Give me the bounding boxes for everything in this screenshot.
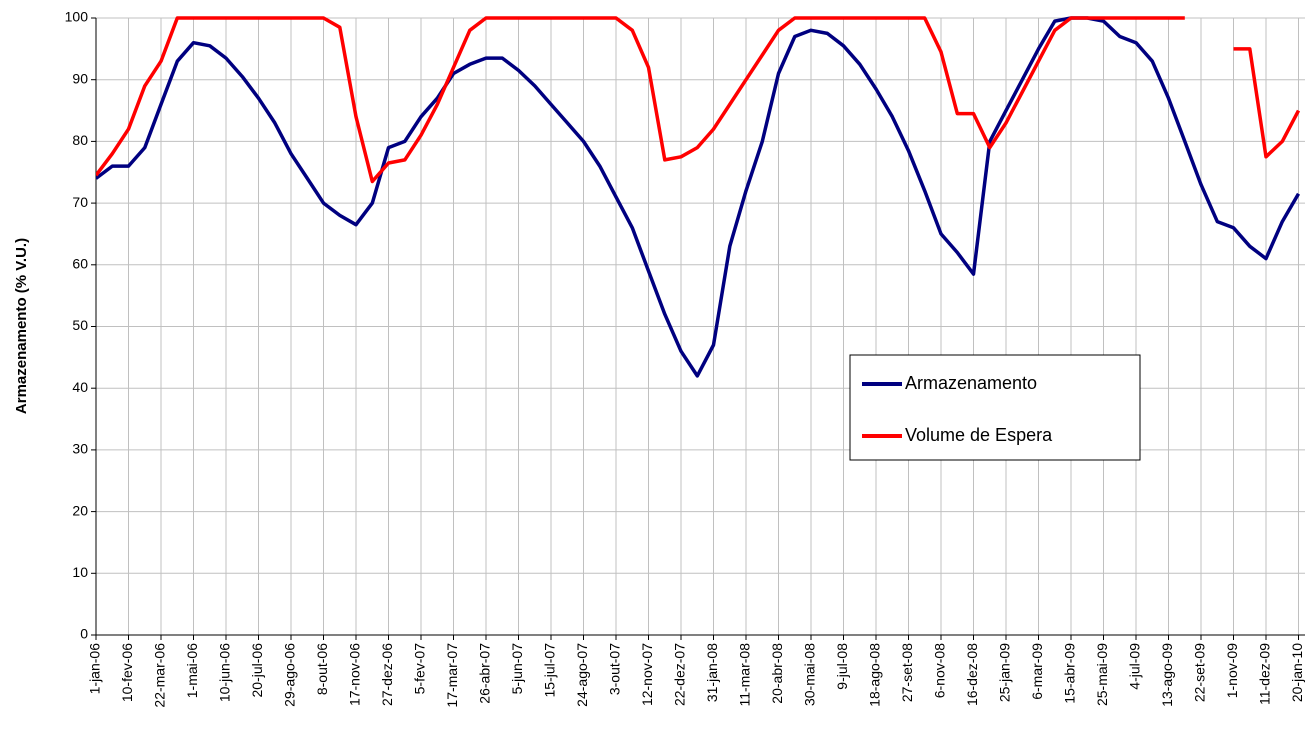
x-tick-label: 27-set-08 xyxy=(899,643,915,702)
legend-label: Volume de Espera xyxy=(905,425,1053,445)
x-tick-label: 6-nov-08 xyxy=(932,643,948,698)
legend-box xyxy=(849,354,1141,461)
x-tick-label: 11-mar-08 xyxy=(737,643,753,707)
x-tick-label: 27-dez-06 xyxy=(379,643,395,706)
y-tick-label: 80 xyxy=(72,132,88,148)
series-line xyxy=(96,16,1301,184)
x-tick-label: 20-abr-08 xyxy=(769,643,785,704)
y-axis-title: Armazenamento (% V.U.) xyxy=(13,238,30,414)
x-tick-label: 29-ago-06 xyxy=(282,643,298,707)
x-tick-label: 10-jun-06 xyxy=(217,643,233,702)
x-tick-label: 10-fev-06 xyxy=(119,643,135,702)
x-tick-label: 24-ago-07 xyxy=(574,643,590,707)
x-tick-label: 8-out-06 xyxy=(314,643,330,695)
x-tick-label: 15-abr-09 xyxy=(1062,643,1078,704)
x-tick-label: 11-dez-09 xyxy=(1257,643,1273,705)
x-tick-label: 22-set-09 xyxy=(1192,643,1208,702)
x-tick-label: 16-dez-08 xyxy=(964,643,980,706)
x-tick-label: 6-mar-09 xyxy=(1029,643,1045,700)
x-tick-label: 4-jul-09 xyxy=(1127,643,1143,690)
series-line xyxy=(96,16,1301,378)
x-tick-label: 1-jan-06 xyxy=(87,643,103,695)
x-tick-label: 26-abr-07 xyxy=(477,643,493,704)
y-tick-label: 100 xyxy=(65,9,89,25)
y-tick-label: 50 xyxy=(72,317,88,333)
x-tick-label: 9-jul-08 xyxy=(834,643,850,690)
x-tick-label: 1-mai-06 xyxy=(184,643,200,698)
x-tick-label: 5-fev-07 xyxy=(412,643,428,695)
x-tick-label: 17-nov-06 xyxy=(347,643,363,706)
x-tick-label: 1-nov-09 xyxy=(1224,643,1240,698)
x-tick-label: 22-mar-06 xyxy=(152,643,168,708)
x-tick-label: 3-out-07 xyxy=(607,643,623,695)
y-tick-label: 20 xyxy=(72,502,88,518)
x-tick-label: 13-ago-09 xyxy=(1159,643,1175,707)
y-tick-label: 0 xyxy=(80,626,88,642)
x-tick-label: 5-jun-07 xyxy=(509,643,525,695)
x-tick-label: 25-mai-09 xyxy=(1094,643,1110,706)
x-tick-label: 18-ago-08 xyxy=(867,643,883,707)
x-tick-label: 22-dez-07 xyxy=(672,643,688,706)
x-tick-label: 20-jan-10 xyxy=(1289,643,1305,702)
x-tick-label: 20-jul-06 xyxy=(249,643,265,698)
x-tick-label: 30-mai-08 xyxy=(802,643,818,706)
y-tick-label: 40 xyxy=(72,379,88,395)
y-tick-label: 30 xyxy=(72,441,88,457)
x-tick-label: 31-jan-08 xyxy=(704,643,720,702)
x-tick-label: 15-jul-07 xyxy=(542,643,558,698)
y-tick-label: 70 xyxy=(72,194,88,210)
x-tick-label: 25-jan-09 xyxy=(997,643,1013,702)
x-tick-label: 17-mar-07 xyxy=(444,643,460,708)
y-tick-label: 90 xyxy=(72,70,88,86)
y-tick-label: 60 xyxy=(72,256,88,272)
legend-label: Armazenamento xyxy=(905,373,1037,393)
x-tick-label: 12-nov-07 xyxy=(639,643,655,706)
y-tick-label: 10 xyxy=(72,564,88,580)
